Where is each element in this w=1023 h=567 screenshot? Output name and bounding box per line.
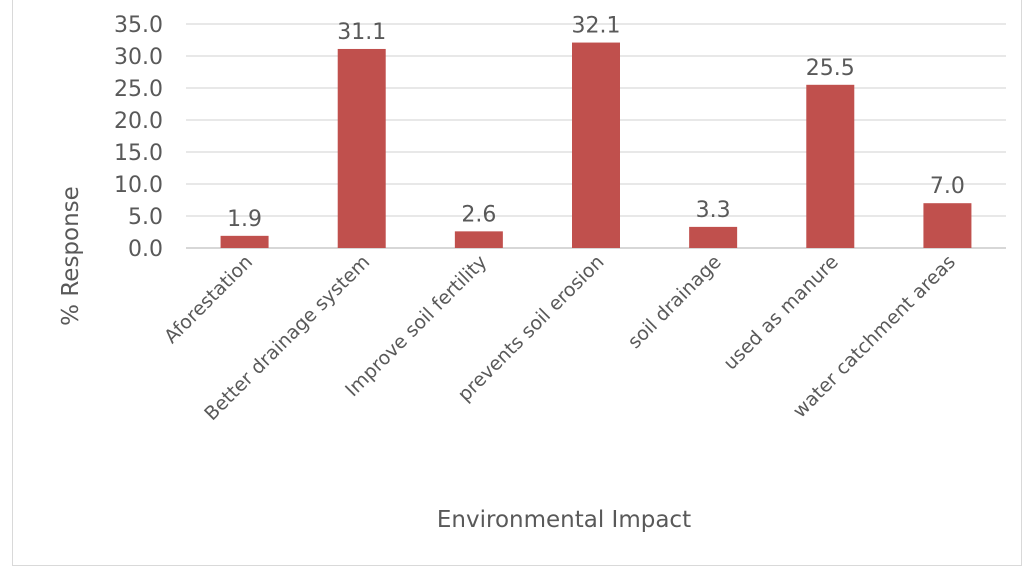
value-label: 32.1: [572, 14, 621, 39]
x-tick-label: Aforestation: [160, 251, 257, 348]
x-tick-label: soil drainage: [624, 251, 726, 353]
bars: [220, 42, 972, 249]
y-tick-label: 10.0: [114, 173, 163, 198]
value-labels: 1.9 31.1 2.6 32.1 3.3 25.5 7.0: [227, 14, 965, 232]
value-label: 31.1: [337, 20, 386, 45]
y-tick-label: 20.0: [114, 109, 163, 134]
bar: [337, 48, 386, 249]
bar: [923, 203, 972, 248]
value-label: 3.3: [696, 198, 731, 223]
x-axis-title: Environmental Impact: [437, 507, 691, 533]
bar: [220, 235, 269, 248]
value-label: 1.9: [227, 207, 262, 232]
value-label: 2.6: [461, 202, 496, 227]
x-tick-label: used as manure: [719, 251, 842, 374]
bar: [689, 226, 738, 248]
value-label: 25.5: [806, 56, 855, 81]
y-tick-label: 5.0: [128, 205, 163, 230]
bar: [454, 231, 503, 248]
bar: [806, 84, 855, 248]
y-tick-label: 25.0: [114, 77, 163, 102]
value-label: 7.0: [930, 174, 965, 199]
y-tick-label: 35.0: [114, 13, 163, 38]
y-tick-labels: 0.0 5.0 10.0 15.0 20.0 25.0 30.0 35.0: [114, 13, 163, 262]
y-tick-label: 0.0: [128, 237, 163, 262]
y-tick-label: 15.0: [114, 141, 163, 166]
y-tick-label: 30.0: [114, 45, 163, 70]
bar: [572, 42, 620, 249]
y-axis-title: % Response: [58, 186, 84, 326]
chart-frame: [12, 0, 1022, 566]
